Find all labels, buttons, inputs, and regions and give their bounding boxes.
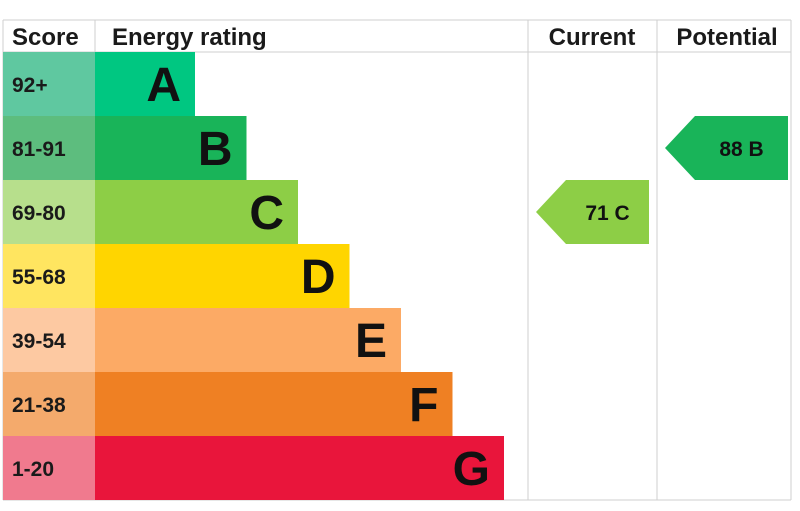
- current-arrow: [536, 180, 649, 244]
- band-bar-g: [95, 436, 504, 500]
- band-letter-g: G: [453, 443, 490, 496]
- score-cell-d: [3, 244, 95, 308]
- score-range-c: 69-80: [12, 202, 66, 225]
- potential-rating-label: 88 B: [719, 138, 763, 161]
- band-bar-d: [95, 244, 350, 308]
- score-cell-a: [3, 52, 95, 116]
- band-letter-c: C: [249, 187, 284, 240]
- band-letter-a: A: [146, 59, 181, 112]
- potential-arrow: [665, 116, 788, 180]
- band-bar-f: [95, 372, 453, 436]
- band-bar-b: [95, 116, 247, 180]
- rating-arrows: 71 C 88 B: [536, 116, 788, 244]
- column-headers: Score Energy rating Current Potential: [12, 24, 778, 51]
- score-cell-f: [3, 372, 95, 436]
- band-bar-e: [95, 308, 401, 372]
- score-range-f: 21-38: [12, 394, 66, 417]
- band-letter-d: D: [301, 251, 336, 304]
- score-cell-b: [3, 116, 95, 180]
- header-score: Score: [12, 24, 79, 51]
- current-rating-label: 71 C: [585, 202, 629, 225]
- header-current: Current: [549, 24, 636, 51]
- band-bar-a: [95, 52, 195, 116]
- header-potential: Potential: [676, 24, 777, 51]
- score-range-e: 39-54: [12, 330, 66, 353]
- rating-bands: 92+ A 81-91 B 69-80 C 55-68 D 39-54 E 21-38 F 1-20 G: [3, 52, 504, 500]
- header-energy-rating: Energy rating: [112, 24, 267, 51]
- band-letter-e: E: [355, 315, 387, 368]
- score-cell-e: [3, 308, 95, 372]
- score-range-b: 81-91: [12, 138, 66, 161]
- band-letter-b: B: [198, 123, 233, 176]
- score-cell-g: [3, 436, 95, 500]
- band-letter-f: F: [409, 379, 438, 432]
- band-bar-c: [95, 180, 298, 244]
- score-range-g: 1-20: [12, 458, 54, 481]
- score-range-a: 92+: [12, 74, 48, 97]
- score-cell-c: [3, 180, 95, 244]
- score-range-d: 55-68: [12, 266, 66, 289]
